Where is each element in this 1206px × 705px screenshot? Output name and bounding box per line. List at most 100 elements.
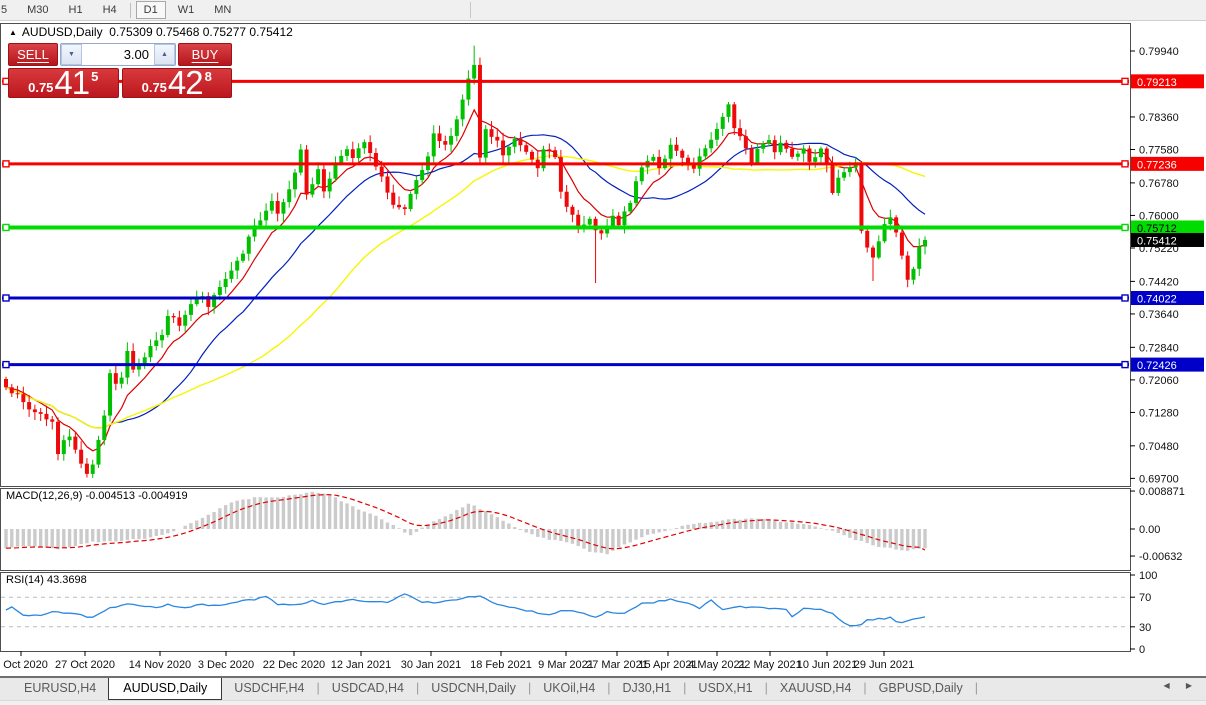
collapse-icon[interactable]: ▲	[9, 28, 17, 37]
price-badge	[1131, 74, 1204, 89]
date-axis-label: 27 Mar 2021	[586, 659, 648, 671]
tab-usdx-h1[interactable]: USDX,H1	[698, 681, 753, 695]
tab-eurusd-h4[interactable]: EURUSD,H4	[24, 681, 97, 695]
price-axis-label: 0.78360	[1139, 112, 1179, 124]
date-axis-label: 18 Feb 2021	[470, 659, 532, 671]
line-handle[interactable]	[2, 223, 10, 232]
tab-ukoil-h4[interactable]: UKOil,H4	[543, 681, 596, 695]
rsi-axis-label: 0	[1139, 644, 1145, 656]
spread-increase-button[interactable]: ▲	[154, 44, 175, 65]
tab-audusd-daily[interactable]: AUDUSD,Daily	[108, 678, 223, 700]
line-handle[interactable]	[2, 360, 10, 369]
timeframe-button-MN[interactable]: MN	[214, 4, 232, 16]
tab-separator: |	[415, 681, 420, 695]
timeframe-button-D1[interactable]: D1	[135, 1, 166, 19]
rsi-indicator-label: RSI(14) 43.3698	[6, 574, 87, 586]
tab-separator: |	[316, 681, 320, 695]
buy-price-pipette: 8	[204, 69, 212, 84]
price-axis-label: 0.76000	[1139, 210, 1179, 222]
price-badge-label: 0.79213	[1137, 77, 1177, 89]
line-handle[interactable]	[1121, 360, 1129, 369]
tab-separator: |	[863, 681, 867, 695]
tab-usdcad-h4[interactable]: USDCAD,H4	[331, 681, 404, 695]
tab-xauusd-h4[interactable]: XAUUSD,H4	[779, 681, 852, 695]
macd-axis-label: -0.00632	[1139, 551, 1182, 563]
timeframe-button-5[interactable]: 5	[1, 4, 8, 16]
date-axis-label: 30 Jan 2021	[401, 659, 462, 671]
macd-axis-label: 0.00	[1139, 524, 1160, 536]
price-badge	[1131, 220, 1204, 235]
sell-price-display[interactable]: 0.75 41 5	[8, 68, 119, 98]
tab-scroll-right-icon[interactable]: ▶	[1185, 681, 1192, 690]
price-axis-label: 0.77580	[1139, 144, 1179, 156]
tab-usdchf-h4[interactable]: USDCHF,H4	[234, 681, 305, 695]
chart-title: ▲ AUDUSD,Daily 0.75309 0.75468 0.75277 0.…	[9, 25, 293, 39]
price-axis-label: 0.69700	[1139, 473, 1179, 485]
line-handle[interactable]	[1121, 77, 1129, 86]
spread-value[interactable]: 3.00	[123, 47, 149, 62]
price-axis-label: 0.79940	[1139, 46, 1179, 58]
tab-gbpusd-daily[interactable]: GBPUSD,Daily	[878, 681, 963, 695]
spread-decrease-button[interactable]: ▼	[61, 44, 82, 65]
candlesticks	[4, 45, 928, 478]
timeframe-button-H1[interactable]: H1	[68, 4, 83, 16]
price-axis-label: 0.74420	[1139, 276, 1179, 288]
date-axis-label: 15 Apr 2021	[638, 659, 697, 671]
date-axis-label: 22 May 2021	[738, 659, 802, 671]
sell-button[interactable]: SELL	[8, 43, 58, 66]
rsi-axis-label: 70	[1139, 592, 1151, 604]
rsi-axis: 100 70 30 0	[1130, 570, 1157, 656]
moving-averages	[5, 108, 926, 452]
line-handle[interactable]	[1121, 160, 1129, 168]
macd-axis-label: 0.008871	[1139, 486, 1185, 498]
sell-price-big-digits: 41	[54, 68, 90, 98]
toolbar-separator	[129, 2, 131, 18]
toolbar-separator	[470, 2, 471, 18]
price-badge	[1131, 357, 1204, 372]
current-price-marker: 0.75412	[1131, 232, 1204, 247]
tab-scroll-arrows: ◀ ▶	[1149, 681, 1192, 690]
date-axis-label: 4 May 2021	[688, 659, 745, 671]
timeframe-button-H4[interactable]: H4	[102, 4, 117, 16]
timeframe-button-M30[interactable]: M30	[27, 4, 49, 16]
timeframe-button-W1[interactable]: W1	[177, 4, 195, 16]
one-click-trading-panel: SELL ▼ 3.00 ▲ BUY 0.75 41 5 0.75 42 8	[8, 43, 232, 98]
current-price-label: 0.75412	[1137, 235, 1177, 247]
tab-scroll-left-icon[interactable]: ◀	[1163, 681, 1170, 690]
date-axis-label: 10 Jun 2021	[797, 659, 858, 671]
date-axis-label: 14 Nov 2020	[129, 659, 191, 671]
tab-separator: |	[527, 681, 532, 695]
price-axis-label: 0.72060	[1139, 375, 1179, 387]
date-axis: 8 Oct 2020 27 Oct 2020 14 Nov 2020 3 Dec 20…	[0, 651, 914, 671]
tab-separator: |	[974, 681, 978, 695]
tab-usdcnh-daily[interactable]: USDCNH,Daily	[431, 681, 516, 695]
date-axis-label: 8 Oct 2020	[0, 659, 48, 671]
rsi-panel	[0, 572, 1131, 652]
buy-button[interactable]: BUY	[178, 43, 232, 66]
tab-separator: |	[764, 681, 768, 695]
date-axis-label: 3 Dec 2020	[198, 659, 254, 671]
price-badge-label: 0.75712	[1137, 223, 1177, 235]
rsi-axis-label: 30	[1139, 622, 1151, 634]
price-badge	[1131, 156, 1204, 171]
line-handle[interactable]	[1121, 294, 1129, 302]
macd-plot	[4, 491, 927, 555]
current-price-badge	[1131, 232, 1204, 247]
price-axis: 0.799400.783600.775800.767800.760000.752…	[1130, 46, 1179, 485]
level-lines: 0.79213 0.77236 0.75712 0.74022 0.72426	[2, 74, 1204, 372]
date-axis-label: 12 Jan 2021	[331, 659, 392, 671]
line-handle[interactable]	[2, 294, 10, 302]
line-handle[interactable]	[1121, 223, 1129, 232]
line-handle[interactable]	[2, 160, 10, 168]
ma-fast-line	[5, 108, 926, 452]
buy-price-display[interactable]: 0.75 42 8	[121, 68, 232, 98]
tab-dj30-h1[interactable]: DJ30,H1	[622, 681, 672, 695]
sell-price-prefix: 0.75	[28, 80, 54, 95]
macd-indicator-label: MACD(12,26,9) -0.004513 -0.004919	[6, 490, 188, 502]
chart-symbol-label: AUDUSD,Daily	[21, 25, 103, 39]
price-badge-label: 0.72426	[1137, 360, 1177, 372]
tab-separator: |	[607, 681, 611, 695]
spread-control: ▼ 3.00 ▲	[60, 43, 176, 66]
